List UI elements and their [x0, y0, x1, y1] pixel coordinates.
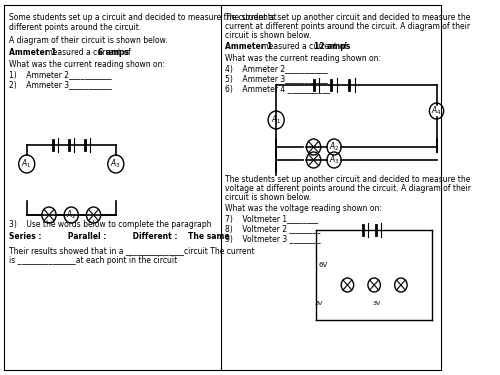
- Text: circuit is shown below.: circuit is shown below.: [226, 31, 312, 40]
- Text: The students set up another circuit and decided to measure the: The students set up another circuit and …: [226, 13, 471, 22]
- Text: measured a current of: measured a current of: [43, 48, 133, 57]
- Text: A diagram of their circuit is shown below.: A diagram of their circuit is shown belo…: [9, 36, 168, 45]
- Text: 8)    Voltmeter 2 ________: 8) Voltmeter 2 ________: [226, 224, 321, 233]
- Text: 6V: 6V: [319, 262, 328, 268]
- Text: different points around the circuit.: different points around the circuit.: [9, 23, 141, 32]
- Text: current at different points around the circuit. A diagram of their: current at different points around the c…: [226, 22, 470, 31]
- Text: 3V: 3V: [372, 301, 380, 306]
- Text: Ammeter 1: Ammeter 1: [9, 48, 56, 57]
- Text: $A_3$: $A_3$: [110, 158, 121, 170]
- Text: measured a current of: measured a current of: [259, 42, 350, 51]
- Text: 6)    Ammeter 4 ___________: 6) Ammeter 4 ___________: [226, 84, 330, 93]
- Text: $A_2$: $A_2$: [66, 209, 76, 221]
- Text: Some students set up a circuit and decided to measure the current at: Some students set up a circuit and decid…: [9, 13, 276, 22]
- Text: 6 amps: 6 amps: [98, 48, 129, 57]
- Text: What was the voltage reading shown on:: What was the voltage reading shown on:: [226, 204, 382, 213]
- Text: 5)    Ammeter 3___________: 5) Ammeter 3___________: [226, 74, 328, 83]
- Text: circuit is shown below.: circuit is shown below.: [226, 193, 312, 202]
- Text: voltage at different points around the circuit. A diagram of their: voltage at different points around the c…: [226, 184, 472, 193]
- Text: is _______________at each point in the circuit: is _______________at each point in the c…: [9, 256, 177, 265]
- Text: 3V: 3V: [314, 301, 322, 306]
- Text: $A_1$: $A_1$: [271, 114, 281, 126]
- Text: 7)    Voltmeter 1________: 7) Voltmeter 1________: [226, 214, 318, 223]
- Text: Ammeter 1: Ammeter 1: [226, 42, 273, 51]
- Text: 2)    Ammeter 3___________: 2) Ammeter 3___________: [9, 80, 112, 89]
- Text: 4)    Ammeter 2___________: 4) Ammeter 2___________: [226, 64, 328, 73]
- Text: $A_3$: $A_3$: [328, 154, 340, 166]
- Text: $A_2$: $A_2$: [329, 141, 340, 153]
- Text: 1)    Ammeter 2___________: 1) Ammeter 2___________: [9, 70, 112, 79]
- Text: 12 amps: 12 amps: [314, 42, 350, 51]
- Text: Their results showed that in a _______________circuit The current: Their results showed that in a _________…: [9, 246, 254, 255]
- Text: $A_1$: $A_1$: [22, 158, 32, 170]
- Text: What was the current reading shown on:: What was the current reading shown on:: [9, 60, 165, 69]
- Text: 9)    Voltmeter 3 ________: 9) Voltmeter 3 ________: [226, 234, 321, 243]
- Text: What was the current reading shown on:: What was the current reading shown on:: [226, 54, 382, 63]
- Text: 3)    Use the words below to complete the paragraph: 3) Use the words below to complete the p…: [9, 220, 211, 229]
- Text: $A_4$: $A_4$: [431, 105, 442, 117]
- Text: Series :          Parallel :          Different :    The same: Series : Parallel : Different : The same: [9, 232, 230, 241]
- Text: The students set up another circuit and decided to measure the: The students set up another circuit and …: [226, 175, 471, 184]
